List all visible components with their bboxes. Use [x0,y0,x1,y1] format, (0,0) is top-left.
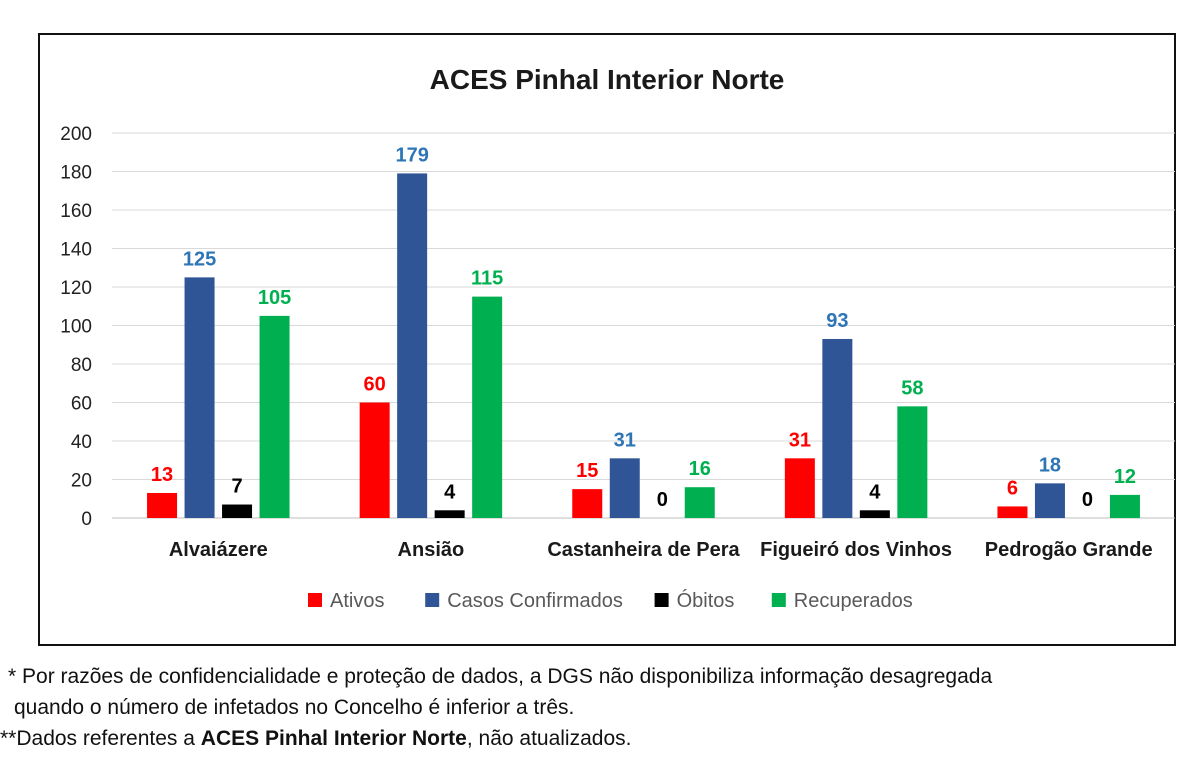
chart-frame [38,33,1176,646]
bar [822,338,853,518]
bar [397,173,428,519]
data-label: 31 [614,429,636,451]
data-label: 12 [1114,466,1136,488]
data-label: 6 [1007,477,1018,499]
x-tick-label: Ansião [398,539,465,561]
bar [472,296,503,518]
data-label: 13 [151,464,173,486]
footnote-3-suffix: , não atualizados. [466,727,632,750]
data-label: 125 [183,248,216,270]
x-tick-label: Pedrogão Grande [985,539,1153,561]
legend-label: Casos Confirmados [447,590,623,612]
y-axis: 0 20 40 60 80 100 120 140 160 180 200 [60,124,92,530]
footnote-1: * Por razões de confidencialidade e prot… [8,665,993,688]
data-label: 15 [576,460,598,482]
data-label: 115 [471,268,503,290]
data-label: 31 [789,429,811,451]
legend-label: Ativos [330,590,384,612]
data-label: 4 [444,481,456,503]
footnote-3: **Dados referentes a ACES Pinhal Interio… [0,724,631,754]
data-label: 18 [1039,454,1061,476]
y-tick-label: 60 [71,394,92,415]
data-label: 105 [258,287,291,309]
data-label: 179 [395,144,428,166]
bar [222,504,253,518]
legend-swatch [654,593,669,607]
x-tick-label: Castanheira de Pera [547,539,740,561]
x-tick-label: Figueiró dos Vinhos [760,539,952,561]
footnote-3-bold: ACES Pinhal Interior Norte [200,727,467,750]
data-label: 60 [364,374,386,396]
y-tick-label: 140 [60,240,92,261]
legend-swatch [308,593,322,607]
chart-title: ACES Pinhal Interior Norte [430,64,785,95]
data-label: 0 [1082,489,1093,511]
bar [434,510,465,518]
y-tick-label: 100 [60,317,92,338]
bar [859,510,890,518]
legend-swatch [425,593,440,607]
bar [184,277,215,518]
y-tick-label: 200 [60,124,92,145]
bar [897,406,928,518]
bar [259,315,290,518]
y-tick-label: 180 [60,163,92,184]
data-label: 93 [826,310,848,332]
data-label: 58 [901,377,923,399]
data-label: 7 [231,476,242,498]
bar [609,458,640,518]
legend-label: Recuperados [794,590,913,612]
bar [784,458,815,518]
data-label: 16 [689,458,711,480]
y-tick-label: 40 [71,432,92,453]
bar [1034,483,1065,518]
y-tick-label: 80 [71,355,92,376]
bars [147,173,1140,519]
x-axis: Alvaiázere Ansião Castanheira de Pera Figue… [169,539,1153,561]
bar [572,489,603,518]
y-tick-label: 20 [71,471,92,492]
data-labels: 13 125 7 105 60 179 4 115 15 31 0 16 31 93 4 58 6 18 0 12 [151,144,1136,511]
bar [997,506,1028,518]
x-tick-label: Alvaiázere [169,539,268,561]
bar [359,402,390,518]
data-label: 0 [657,489,668,511]
legend: Ativos Casos Confirmados Óbitos Recuperados [308,589,913,612]
bar [684,487,715,518]
footnote-3-prefix: **Dados referentes a [0,727,201,750]
legend-swatch [771,593,786,607]
legend-label: Óbitos [677,589,735,612]
y-tick-label: 160 [60,201,92,222]
footnote-2: quando o número de infetados no Concelho… [14,696,575,719]
data-label: 4 [869,481,881,503]
bar-chart: ACES Pinhal Interior Norte 0204060801001… [60,64,1175,612]
bar [1109,494,1140,518]
y-tick-label: 120 [60,278,92,299]
y-tick-label: 0 [81,509,92,530]
bar [147,492,178,518]
